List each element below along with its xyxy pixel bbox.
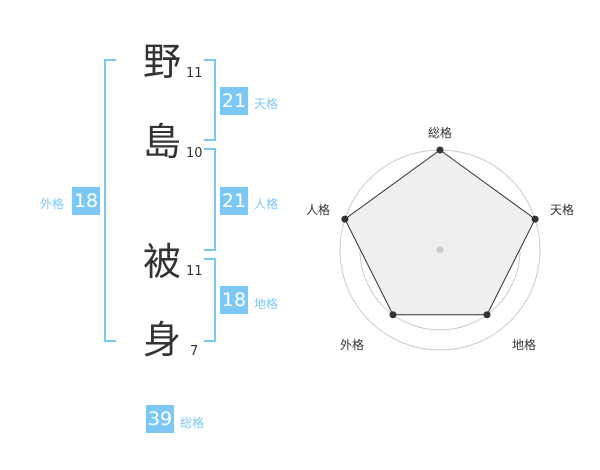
jinkaku-bracket xyxy=(204,148,216,251)
radar-point-4 xyxy=(389,311,397,319)
stroke-count-1: 11 xyxy=(186,66,203,81)
radar-point-5 xyxy=(341,215,349,223)
tenkaku-label: 天格 xyxy=(254,97,279,111)
soukaku-value: 39 xyxy=(146,405,174,433)
jinkaku-label: 人格 xyxy=(254,197,279,211)
stroke-count-3: 11 xyxy=(186,264,203,279)
axis-label-tenkaku: 天格 xyxy=(550,203,575,217)
soukaku-label: 総格 xyxy=(180,416,205,430)
stroke-count-4: 7 xyxy=(190,344,199,359)
radar-center xyxy=(436,246,444,254)
stroke-count-2: 10 xyxy=(186,146,203,161)
name-char-2: 島 xyxy=(142,120,181,164)
chikaku-label: 地格 xyxy=(254,297,279,311)
name-char-1: 野 xyxy=(142,40,181,84)
radar-point-3 xyxy=(483,311,491,319)
gaikaku-label: 外格 xyxy=(40,197,65,211)
radar-point-2 xyxy=(531,215,539,223)
name-char-4: 身 xyxy=(142,318,181,362)
axis-label-soukaku: 総格 xyxy=(428,126,453,140)
tenkaku-bracket xyxy=(204,59,216,141)
axis-label-gaikaku: 外格 xyxy=(340,338,365,352)
chikaku-value: 18 xyxy=(220,286,248,314)
axis-label-chikaku: 地格 xyxy=(512,338,537,352)
jinkaku-value: 21 xyxy=(220,187,248,215)
radar-area xyxy=(344,149,536,316)
radar-point-1 xyxy=(436,146,444,154)
chikaku-bracket xyxy=(204,258,216,342)
gaikaku-bracket xyxy=(104,59,116,342)
tenkaku-value: 21 xyxy=(220,87,248,115)
gaikaku-value: 18 xyxy=(72,187,100,215)
axis-label-jinkaku: 人格 xyxy=(306,203,331,217)
name-char-3: 被 xyxy=(142,240,181,284)
